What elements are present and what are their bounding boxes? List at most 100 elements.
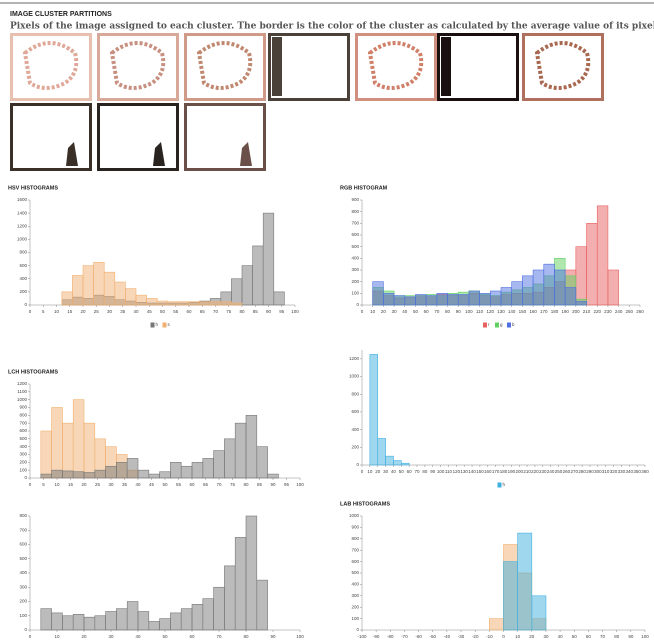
x-tick-label: -90	[373, 634, 380, 639]
histogram-bar	[52, 613, 63, 630]
x-tick-label: 40	[133, 309, 139, 314]
x-tick-label: 30	[383, 469, 389, 474]
section-title: IMAGE CLUSTER PARTITIONS	[10, 11, 112, 18]
x-tick-label: 20	[80, 309, 86, 314]
y-tick-label: 300	[19, 584, 27, 589]
histogram-bar	[203, 458, 214, 478]
x-tick-label: 95	[279, 309, 285, 314]
x-tick-label: 140	[468, 469, 476, 474]
y-tick-label: 500	[351, 244, 359, 249]
x-tick-label: 0	[29, 309, 32, 314]
y-tick-label: 200	[351, 444, 359, 449]
x-tick-label: 50	[413, 309, 419, 314]
histogram-bar	[116, 609, 127, 630]
x-tick-label: 5	[42, 482, 45, 487]
x-tick-label: 65	[203, 482, 209, 487]
x-tick-label: 70	[213, 309, 219, 314]
x-tick-label: -70	[401, 634, 408, 639]
x-tick-label: 30	[392, 309, 398, 314]
x-tick-label: 100	[641, 634, 649, 639]
histogram-bar	[95, 470, 106, 478]
histogram-bar	[378, 438, 386, 465]
y-tick-label: 700	[351, 221, 359, 226]
legend-swatch	[495, 323, 499, 328]
histogram-bar	[203, 599, 214, 630]
histogram-bar	[72, 275, 83, 305]
x-tick-label: 90	[628, 634, 634, 639]
histogram-bar	[257, 447, 268, 478]
screen: IMAGE CLUSTER PARTITIONS Pixels of the i…	[0, 0, 654, 644]
histogram-bar	[62, 423, 73, 478]
histogram-bar	[231, 303, 242, 305]
x-tick-label: 50	[162, 634, 168, 639]
x-tick-label: 40	[402, 309, 408, 314]
x-tick-label: 250	[626, 309, 634, 314]
x-tick-label: -50	[429, 634, 436, 639]
x-tick-label: 330	[618, 469, 626, 474]
x-tick-label: 85	[253, 309, 259, 314]
legend-label: s	[168, 322, 171, 327]
x-tick-label: 70	[216, 634, 222, 639]
y-tick-label: 100	[351, 291, 359, 296]
histogram-bar	[214, 451, 225, 478]
histogram-bar	[136, 295, 147, 305]
x-tick-label: 10	[367, 469, 373, 474]
histogram-bar	[504, 562, 518, 630]
y-tick-label: 1000	[17, 237, 28, 242]
x-tick-label: 10	[54, 309, 60, 314]
x-tick-label: 120	[453, 469, 461, 474]
x-tick-label: 280	[578, 469, 586, 474]
cluster-tile	[186, 105, 265, 170]
y-tick-label: 1200	[17, 223, 28, 228]
y-tick-label: 900	[351, 525, 359, 530]
x-tick-label: 110	[476, 309, 484, 314]
y-tick-label: 1200	[17, 381, 28, 386]
histogram-bar	[62, 292, 73, 305]
x-tick-label: 30	[107, 309, 113, 314]
x-tick-label: 90	[266, 309, 272, 314]
x-tick-label: 320	[610, 469, 618, 474]
y-tick-label: 500	[351, 570, 359, 575]
page: {"header":{"title":"IMAGE CLUSTER PARTIT…	[0, 0, 654, 644]
chart: 0100200300400500600700800010203040506070…	[19, 513, 304, 639]
chart-title: HSV HISTOGRAMS	[8, 185, 58, 191]
y-tick-label: 700	[19, 527, 27, 532]
y-tick-label: 100	[351, 616, 359, 621]
histogram-bar	[147, 298, 158, 305]
histogram-bar	[489, 619, 503, 630]
histogram-bar	[178, 302, 189, 305]
x-tick-label: 60	[407, 469, 413, 474]
histogram-bar	[268, 474, 279, 478]
legend-swatch	[151, 323, 155, 328]
histogram-bar	[221, 302, 232, 305]
x-tick-label: 55	[173, 309, 179, 314]
y-tick-label: 400	[351, 582, 359, 587]
x-tick-label: 160	[529, 309, 537, 314]
x-tick-label: 10	[370, 309, 376, 314]
x-tick-label: 0	[361, 469, 364, 474]
histogram-bar	[522, 276, 533, 305]
y-tick-label: 800	[351, 209, 359, 214]
histogram-bar	[73, 614, 84, 630]
histogram-bar	[224, 566, 235, 630]
histogram-bar	[160, 472, 171, 478]
histogram-bar	[125, 289, 136, 305]
histogram-bar	[214, 587, 225, 630]
histogram-bar	[127, 602, 138, 631]
y-tick-label: 700	[19, 420, 27, 425]
x-tick-label: 10	[515, 634, 521, 639]
x-tick-label: 210	[583, 309, 591, 314]
y-tick-label: 200	[19, 289, 27, 294]
x-tick-label: 130	[497, 309, 505, 314]
x-tick-label: 60	[186, 309, 192, 314]
histogram-bar	[115, 282, 126, 305]
chart-title: RGB HISTOGRAM	[340, 185, 388, 191]
histogram-bar	[200, 302, 211, 305]
chart: LCH HISTOGRAMS01002003004005006007008009…	[8, 369, 304, 487]
x-tick-label: 30	[108, 634, 114, 639]
y-tick-label: 0	[356, 462, 359, 467]
histogram-bar	[73, 472, 84, 478]
y-tick-label: 700	[351, 547, 359, 552]
x-tick-label: 180	[551, 309, 559, 314]
histogram-bar	[62, 471, 73, 478]
